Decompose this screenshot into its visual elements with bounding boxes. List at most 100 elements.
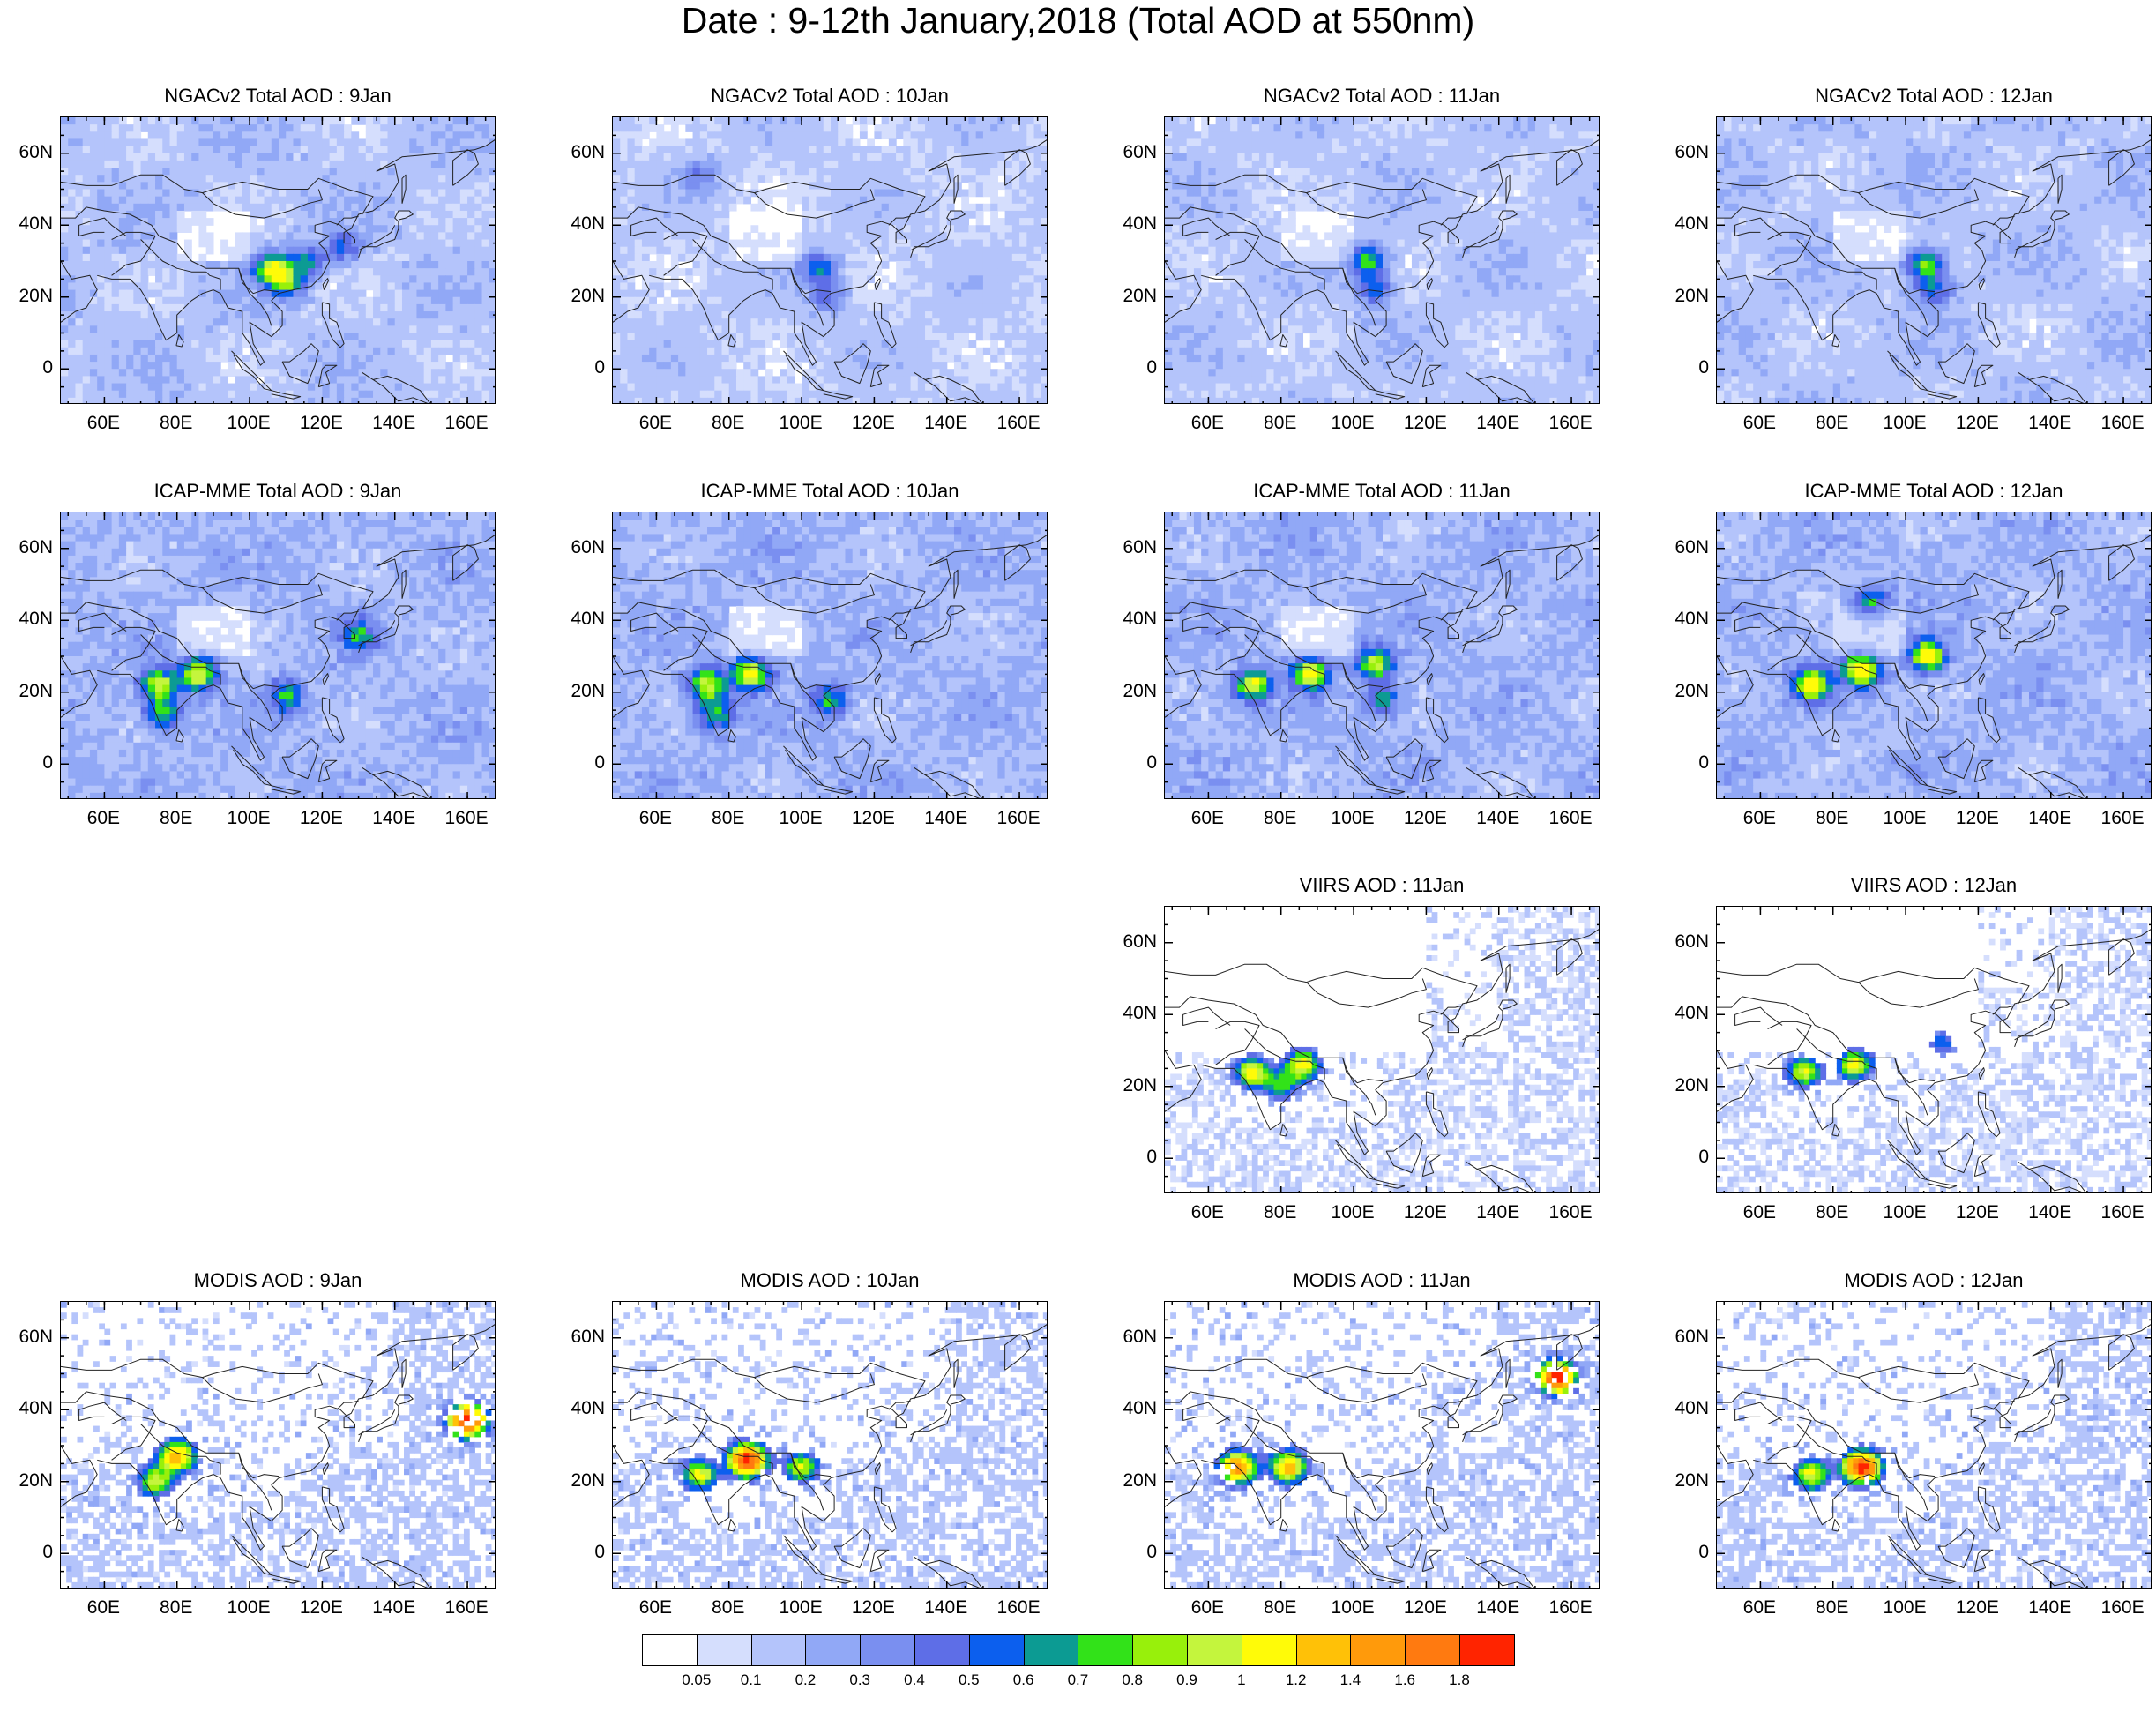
aod-cell xyxy=(874,131,883,140)
aod-cell xyxy=(169,340,178,348)
aod-cell xyxy=(982,296,991,305)
aod-cell xyxy=(235,261,243,269)
aod-cell xyxy=(831,117,839,125)
aod-cell xyxy=(162,253,171,262)
aod-cell xyxy=(271,347,280,355)
aod-cell xyxy=(802,203,809,212)
aod-cell xyxy=(772,153,780,161)
aod-cell xyxy=(845,333,854,341)
aod-cell xyxy=(358,268,367,276)
aod-cell xyxy=(939,124,948,132)
aod-cell xyxy=(845,311,854,319)
aod-cell xyxy=(286,168,295,176)
aod-cell xyxy=(365,296,374,305)
aod-cell xyxy=(1004,340,1013,348)
aod-cell xyxy=(118,189,127,198)
aod-cell xyxy=(489,203,495,212)
aod-cell xyxy=(823,138,832,147)
aod-cell xyxy=(946,369,955,377)
aod-cell xyxy=(242,397,250,403)
aod-cell xyxy=(147,253,156,262)
aod-cell xyxy=(133,311,142,319)
aod-cell xyxy=(242,253,250,262)
aod-cell xyxy=(728,138,737,147)
aod-cell xyxy=(707,261,715,269)
aod-cell xyxy=(82,160,91,168)
aod-cell xyxy=(373,303,381,312)
coastline xyxy=(790,268,824,326)
aod-cell xyxy=(176,168,185,176)
aod-cell xyxy=(852,261,861,269)
aod-cell xyxy=(735,239,744,248)
aod-cell xyxy=(953,303,962,312)
aod-cell xyxy=(823,218,832,226)
aod-cell xyxy=(176,390,185,399)
aod-cell xyxy=(896,210,904,219)
aod-cell xyxy=(1186,131,1195,140)
aod-cell xyxy=(358,232,367,241)
aod-cell xyxy=(336,376,345,385)
aod-cell xyxy=(430,289,439,298)
aod-cell xyxy=(205,203,214,212)
aod-cell xyxy=(198,275,207,284)
aod-cell xyxy=(823,196,832,205)
aod-cell xyxy=(82,362,91,370)
aod-cell xyxy=(721,225,730,233)
aod-cell xyxy=(627,296,636,305)
aod-cell xyxy=(205,397,214,403)
aod-cell xyxy=(1026,239,1035,248)
aod-cell xyxy=(932,340,941,348)
aod-cell xyxy=(394,397,403,403)
aod-cell xyxy=(757,282,766,291)
aod-cell xyxy=(300,253,309,262)
aod-cell xyxy=(445,390,454,399)
aod-cell xyxy=(68,325,77,334)
aod-cell xyxy=(140,153,149,161)
aod-cell xyxy=(147,354,156,363)
aod-cell xyxy=(939,289,948,298)
aod-cell xyxy=(235,160,243,168)
aod-cell xyxy=(336,138,345,147)
aod-cell xyxy=(656,124,665,132)
aod-cell xyxy=(735,390,744,399)
aod-cell xyxy=(250,196,257,205)
aod-cell xyxy=(939,146,948,154)
aod-cell xyxy=(831,160,839,168)
aod-cell xyxy=(896,196,904,205)
aod-cell xyxy=(155,282,163,291)
aod-cell xyxy=(358,347,367,355)
aod-cell xyxy=(867,189,875,198)
aod-cell xyxy=(968,311,977,319)
aod-cell xyxy=(809,168,817,176)
aod-cell xyxy=(293,124,302,132)
aod-cell xyxy=(423,131,432,140)
aod-cell xyxy=(620,311,629,319)
coastline xyxy=(281,343,319,385)
aod-cell xyxy=(430,383,439,392)
aod-cell xyxy=(925,390,933,399)
aod-cell xyxy=(322,253,331,262)
aod-cell xyxy=(838,218,847,226)
aod-cell xyxy=(373,289,381,298)
aod-cell xyxy=(721,340,730,348)
aod-cell xyxy=(89,253,98,262)
aod-cell xyxy=(264,168,272,176)
aod-cell xyxy=(896,268,904,276)
aod-cell xyxy=(1026,146,1035,154)
aod-cell xyxy=(757,296,766,305)
aod-cell xyxy=(489,146,495,154)
aod-cell xyxy=(802,131,809,140)
aod-cell xyxy=(990,232,998,241)
aod-cell xyxy=(1237,117,1246,125)
aod-cell xyxy=(946,275,955,284)
aod-cell xyxy=(250,303,257,312)
aod-cell xyxy=(147,311,156,319)
aod-cell xyxy=(97,239,105,248)
aod-cell xyxy=(401,239,410,248)
aod-cell xyxy=(228,153,236,161)
aod-cell xyxy=(336,175,345,183)
aod-cell xyxy=(133,225,142,233)
aod-cell xyxy=(859,325,868,334)
aod-cell xyxy=(838,160,847,168)
aod-cell xyxy=(1041,117,1047,125)
